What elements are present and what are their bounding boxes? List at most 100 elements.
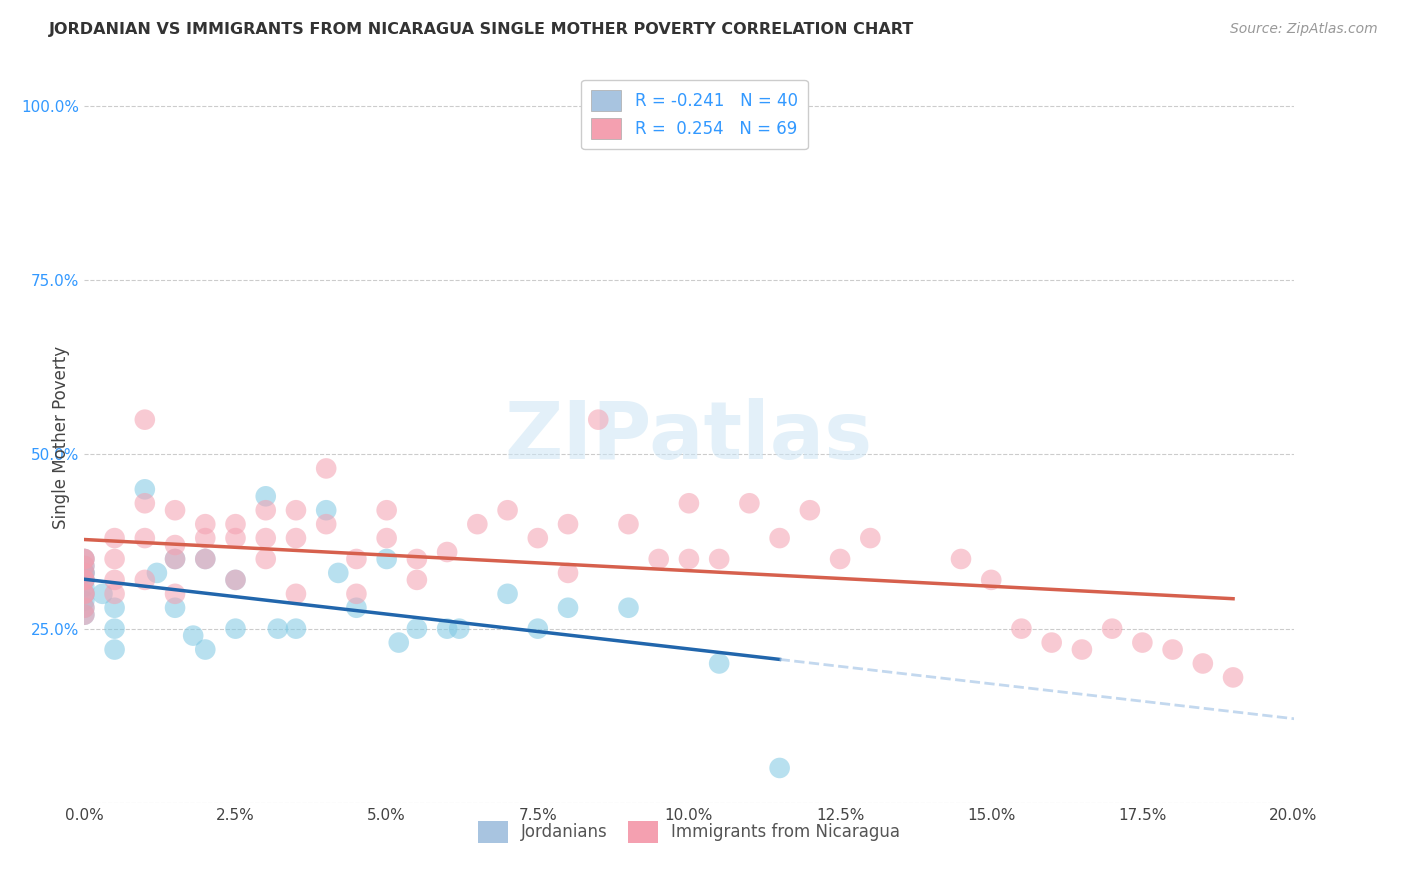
Point <box>1222 670 1244 684</box>
Point <box>146 566 169 580</box>
Point <box>950 552 973 566</box>
Point <box>165 552 187 566</box>
Point <box>709 657 731 671</box>
Point <box>467 517 489 532</box>
Point <box>375 503 398 517</box>
Point <box>104 552 127 566</box>
Point <box>557 517 579 532</box>
Point <box>104 622 127 636</box>
Point <box>194 552 217 566</box>
Point <box>134 483 156 497</box>
Point <box>225 622 247 636</box>
Point <box>346 600 368 615</box>
Point <box>73 552 96 566</box>
Point <box>254 531 277 545</box>
Point <box>588 412 610 426</box>
Point <box>1011 622 1033 636</box>
Point <box>346 587 368 601</box>
Point <box>254 503 277 517</box>
Point <box>830 552 852 566</box>
Point <box>104 642 127 657</box>
Point <box>1040 635 1063 649</box>
Point <box>194 642 217 657</box>
Text: Source: ZipAtlas.com: Source: ZipAtlas.com <box>1230 22 1378 37</box>
Point <box>436 545 458 559</box>
Point <box>328 566 350 580</box>
Point <box>73 587 96 601</box>
Point <box>73 573 96 587</box>
Point <box>648 552 671 566</box>
Point <box>104 600 127 615</box>
Point <box>285 622 308 636</box>
Point <box>406 573 429 587</box>
Point <box>449 622 471 636</box>
Point <box>496 587 519 601</box>
Point <box>1192 657 1215 671</box>
Point <box>1071 642 1094 657</box>
Point <box>73 580 96 594</box>
Point <box>527 531 550 545</box>
Point <box>73 607 96 622</box>
Point <box>738 496 761 510</box>
Point <box>1132 635 1154 649</box>
Point <box>678 496 700 510</box>
Point <box>527 622 550 636</box>
Point <box>73 573 96 587</box>
Point <box>73 587 96 601</box>
Point <box>388 635 411 649</box>
Point <box>375 531 398 545</box>
Point <box>134 573 156 587</box>
Point <box>436 622 458 636</box>
Point <box>254 489 277 503</box>
Point <box>73 587 96 601</box>
Point <box>73 566 96 580</box>
Point <box>315 517 337 532</box>
Point <box>104 587 127 601</box>
Point <box>165 552 187 566</box>
Point <box>165 538 187 552</box>
Point <box>165 600 187 615</box>
Point <box>73 558 96 573</box>
Point <box>73 607 96 622</box>
Text: ZIPatlas: ZIPatlas <box>505 398 873 476</box>
Point <box>165 587 187 601</box>
Point <box>225 573 247 587</box>
Point <box>769 531 792 545</box>
Point <box>315 503 337 517</box>
Point <box>406 622 429 636</box>
Point <box>225 531 247 545</box>
Legend: Jordanians, Immigrants from Nicaragua: Jordanians, Immigrants from Nicaragua <box>471 814 907 849</box>
Text: JORDANIAN VS IMMIGRANTS FROM NICARAGUA SINGLE MOTHER POVERTY CORRELATION CHART: JORDANIAN VS IMMIGRANTS FROM NICARAGUA S… <box>49 22 914 37</box>
Point <box>225 517 247 532</box>
Point <box>194 552 217 566</box>
Point <box>73 552 96 566</box>
Point <box>73 566 96 580</box>
Point <box>254 552 277 566</box>
Point <box>346 552 368 566</box>
Point <box>406 552 429 566</box>
Point <box>315 461 337 475</box>
Point <box>678 552 700 566</box>
Point <box>769 761 792 775</box>
Point <box>859 531 882 545</box>
Point <box>617 600 640 615</box>
Point <box>267 622 290 636</box>
Point <box>73 558 96 573</box>
Point <box>1101 622 1123 636</box>
Point <box>134 412 156 426</box>
Point <box>104 573 127 587</box>
Point <box>91 587 114 601</box>
Point <box>617 517 640 532</box>
Point <box>980 573 1002 587</box>
Point <box>799 503 821 517</box>
Point <box>181 629 204 643</box>
Point <box>73 566 96 580</box>
Point <box>225 573 247 587</box>
Point <box>73 552 96 566</box>
Point <box>285 531 308 545</box>
Point <box>557 566 579 580</box>
Point <box>285 503 308 517</box>
Point <box>194 517 217 532</box>
Y-axis label: Single Mother Poverty: Single Mother Poverty <box>52 345 70 529</box>
Point <box>73 600 96 615</box>
